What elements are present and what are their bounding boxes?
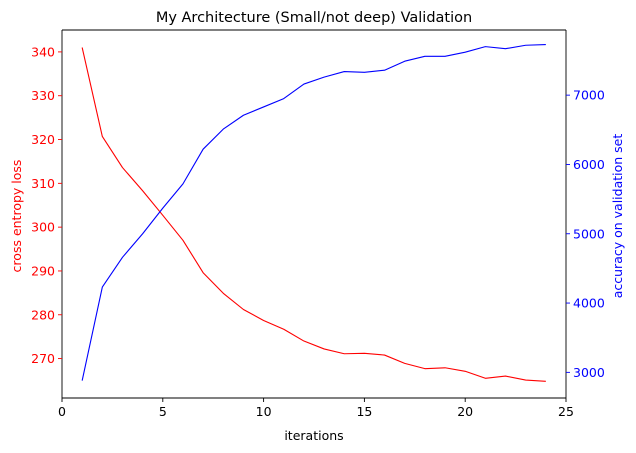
- y-left-tick-label: 330: [31, 88, 55, 103]
- axes-frame: [61, 29, 567, 399]
- x-axis-title: iterations: [284, 428, 343, 443]
- y-left-tick-label: 310: [31, 176, 55, 191]
- x-tick-label: 5: [159, 404, 167, 419]
- ticks: 0 5 10 15 20 25 270 280 290 300 310 320 330 340 3000 40…: [31, 44, 605, 419]
- y-right-tick-label: 6000: [573, 157, 605, 172]
- y-left-tick-label: 300: [31, 220, 55, 235]
- y-axis-left-title: cross entropy loss: [9, 160, 24, 273]
- x-tick-label: 10: [256, 404, 272, 419]
- y-left-tick-label: 340: [31, 44, 55, 59]
- y-axis-right-title: accuracy on validation set: [610, 134, 625, 299]
- y-left-tick-label: 280: [31, 307, 55, 322]
- y-left-tick-label: 320: [31, 132, 55, 147]
- y-right-tick-label: 4000: [573, 296, 605, 311]
- x-tick-label: 0: [58, 404, 66, 419]
- y-right-tick-label: 5000: [573, 226, 605, 241]
- y-right-tick-label: 3000: [573, 365, 605, 380]
- plot-lines: [81, 44, 546, 382]
- y-left-tick-label: 290: [31, 263, 55, 278]
- chart-title: My Architecture (Small/not deep) Validat…: [156, 10, 472, 26]
- x-tick-label: 25: [558, 404, 574, 419]
- x-tick-label: 15: [356, 404, 372, 419]
- y-right-tick-label: 7000: [573, 88, 605, 103]
- series-line-accuracy: [81, 44, 546, 381]
- y-left-tick-label: 270: [31, 351, 55, 366]
- series-line-loss: [81, 47, 546, 382]
- x-tick-label: 20: [457, 404, 473, 419]
